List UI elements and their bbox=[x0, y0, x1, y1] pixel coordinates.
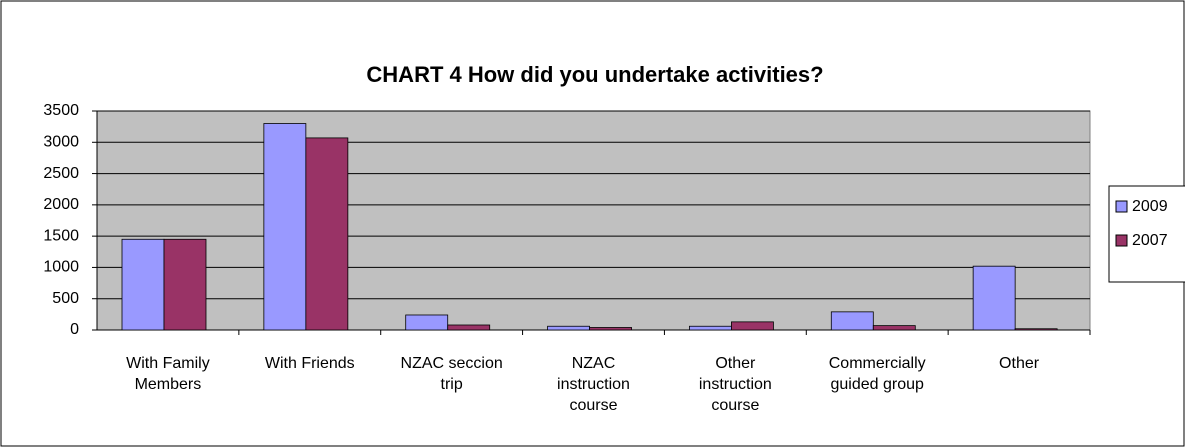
x-tick-label: Other instruction course bbox=[698, 355, 772, 414]
x-tick-label: NZAC instruction course bbox=[557, 355, 630, 414]
y-tick-label: 2000 bbox=[43, 196, 79, 213]
bar bbox=[689, 325, 732, 331]
y-tick-label: 0 bbox=[70, 321, 79, 338]
x-tick-label: Other bbox=[999, 355, 1040, 372]
plot-area bbox=[96, 110, 1091, 331]
y-tick-label: 3000 bbox=[43, 134, 79, 151]
bar bbox=[1014, 328, 1058, 331]
bar bbox=[447, 324, 491, 331]
bar bbox=[121, 238, 165, 331]
bar bbox=[163, 238, 207, 331]
y-tick-label: 2500 bbox=[43, 165, 79, 182]
x-tick-label: NZAC seccion trip bbox=[400, 355, 503, 393]
bar bbox=[830, 311, 874, 331]
legend-swatch bbox=[1115, 200, 1128, 213]
bar bbox=[547, 325, 590, 331]
bar bbox=[731, 321, 774, 331]
bar bbox=[263, 123, 307, 331]
y-tick-label: 1500 bbox=[43, 227, 79, 244]
x-tick-label: With Family Members bbox=[126, 355, 210, 393]
bar bbox=[972, 265, 1016, 331]
chart-title: CHART 4 How did you undertake activities… bbox=[366, 62, 823, 87]
y-tick-label: 1000 bbox=[43, 259, 79, 276]
legend-swatch bbox=[1115, 234, 1128, 247]
legend-label: 2007 bbox=[1132, 232, 1168, 249]
x-tick-label: Commercially guided group bbox=[828, 355, 926, 393]
bar bbox=[872, 325, 916, 331]
y-tick-label: 3500 bbox=[43, 102, 79, 119]
bar bbox=[589, 327, 632, 331]
bar bbox=[405, 314, 449, 331]
y-tick-label: 500 bbox=[52, 290, 79, 307]
bar bbox=[305, 137, 349, 331]
legend-label: 2009 bbox=[1132, 198, 1168, 215]
x-tick-label: With Friends bbox=[264, 355, 355, 372]
